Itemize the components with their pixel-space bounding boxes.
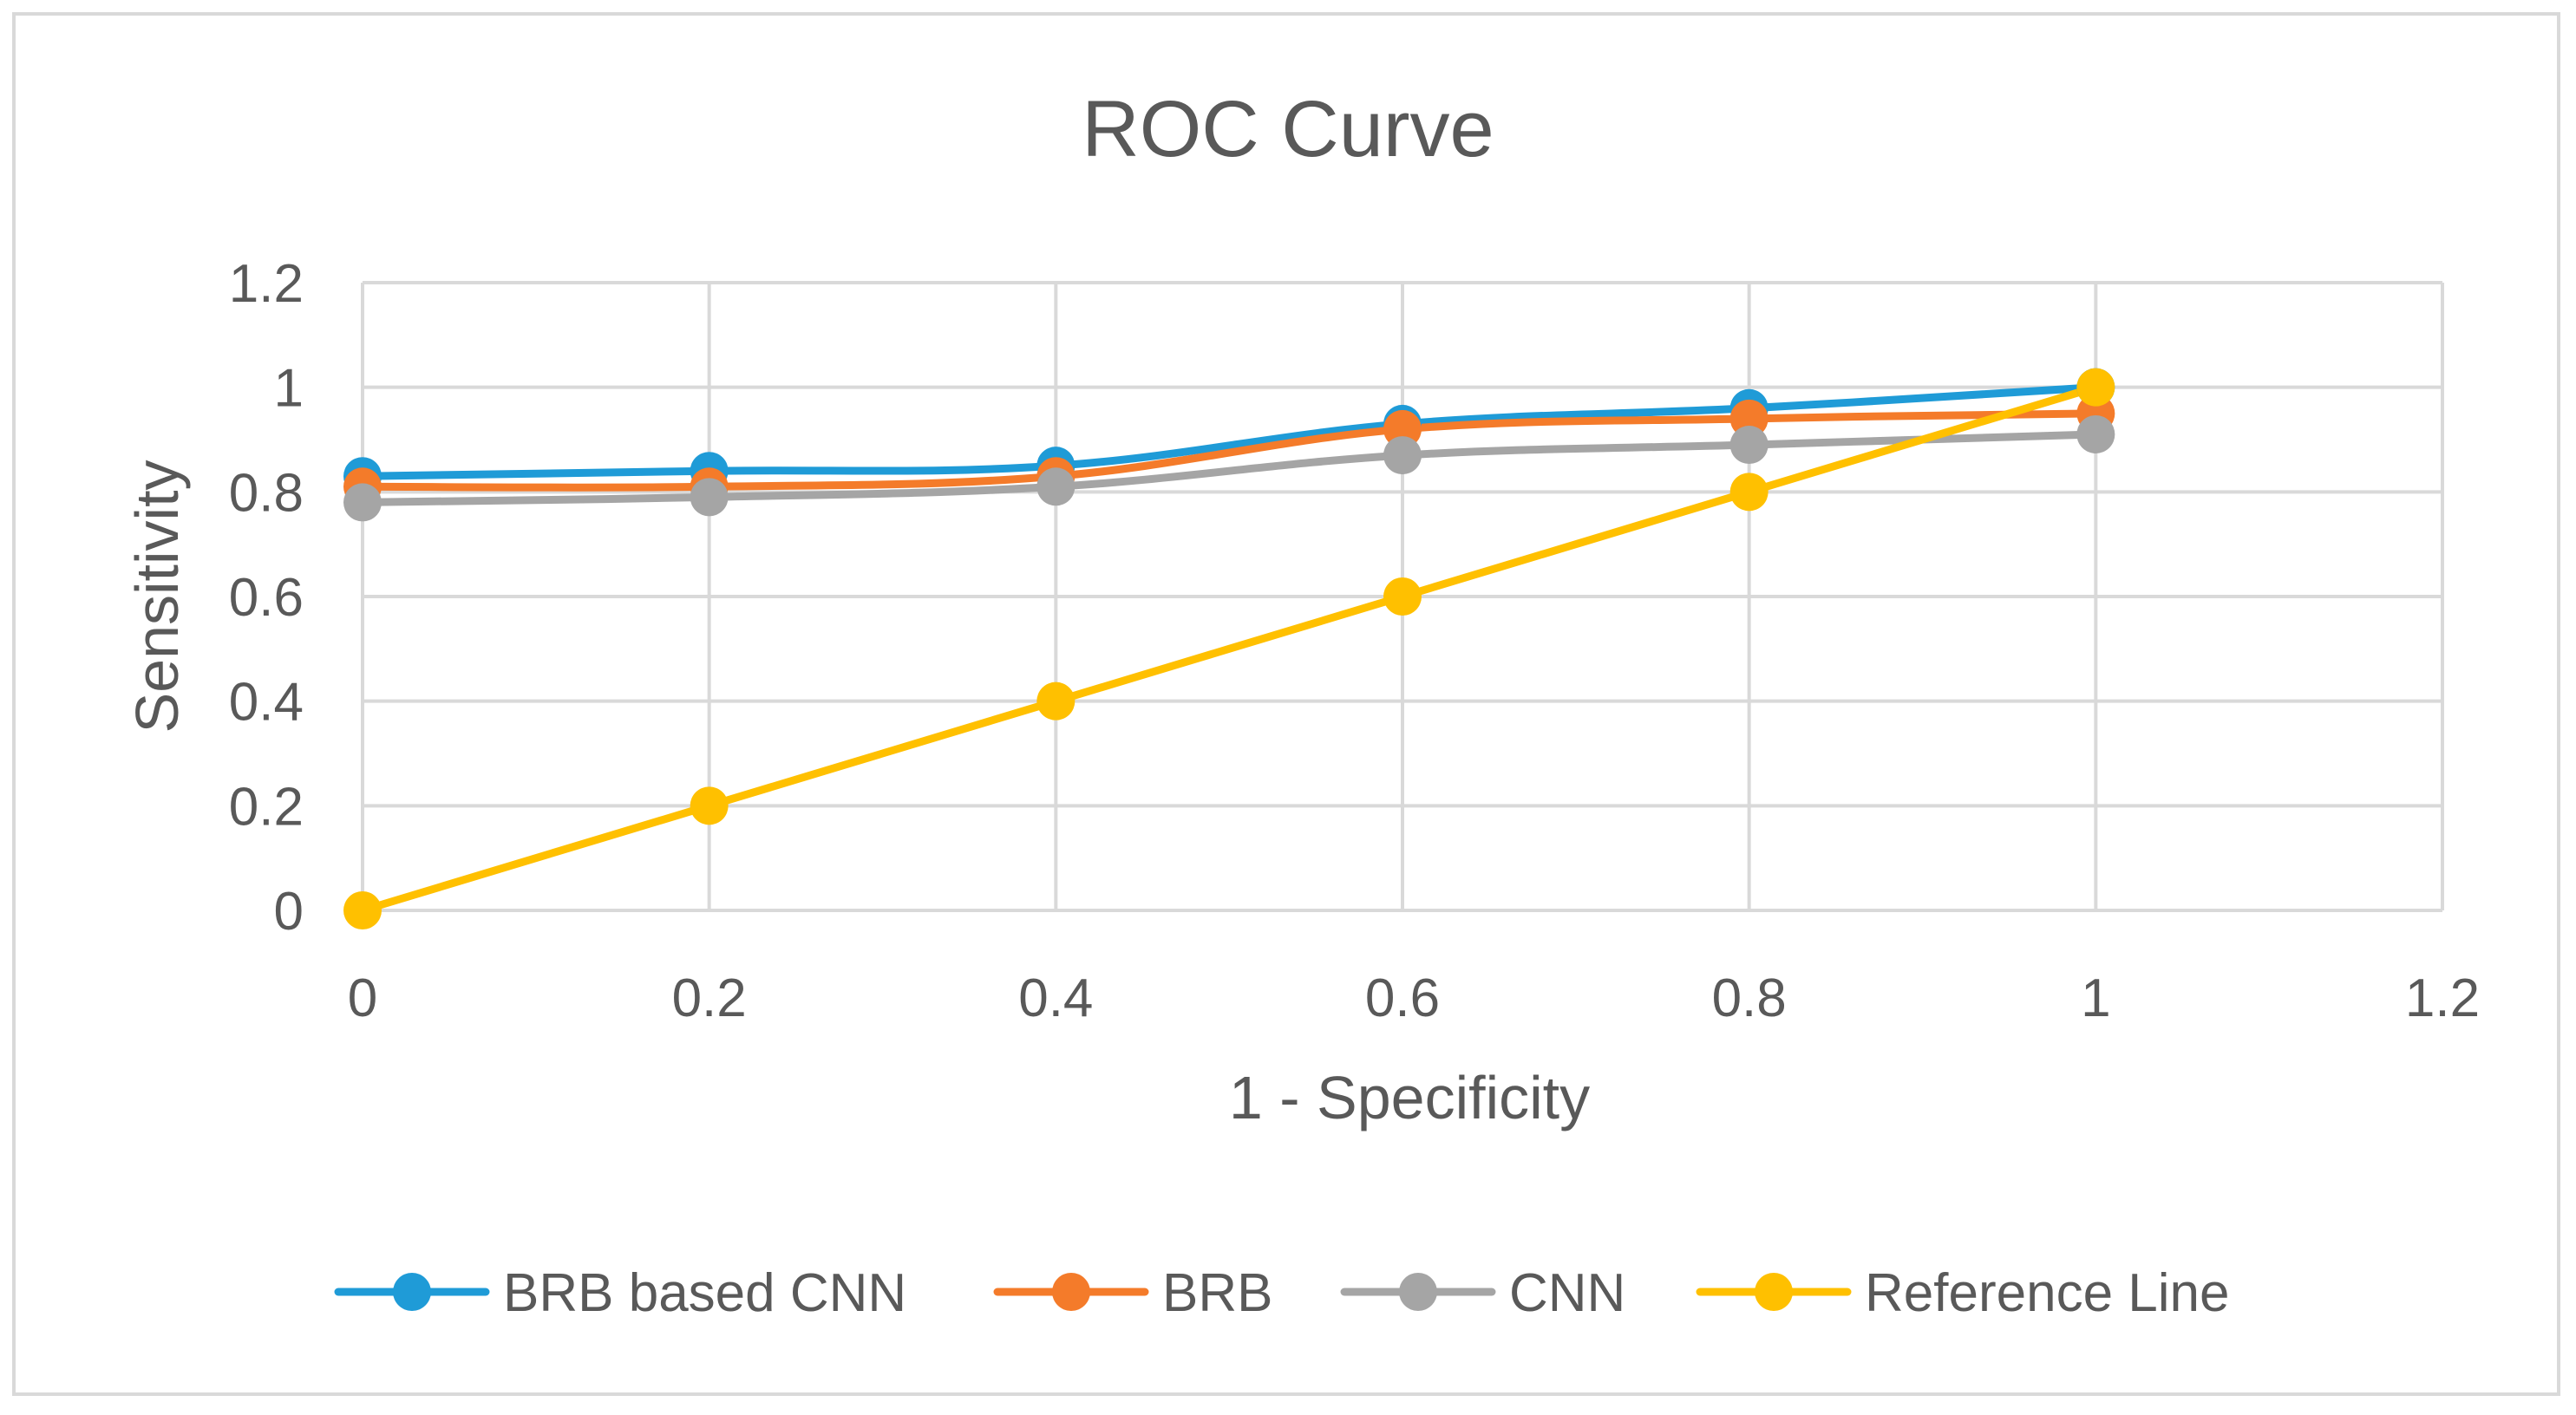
- series-line-brb: [358, 409, 2100, 492]
- y-tick-label: 0.2: [229, 777, 304, 837]
- x-tick-label: 0.8: [1712, 968, 1787, 1028]
- data-point-reference-line: [1036, 681, 1076, 721]
- x-tick-label: 1: [2081, 968, 2110, 1028]
- data-point-reference-line: [2076, 368, 2115, 407]
- data-point-cnn: [343, 483, 382, 522]
- data-point-cnn: [2076, 414, 2115, 453]
- series-line-reference-line: [358, 383, 2100, 915]
- legend-item-brb-based-cnn: BRB based CNN: [334, 1263, 906, 1323]
- legend-label: BRB based CNN: [503, 1263, 906, 1323]
- legend-swatch-marker: [1755, 1273, 1793, 1311]
- legend-label: BRB: [1162, 1263, 1272, 1323]
- series-points: [343, 368, 2115, 929]
- y-tick-label: 0: [274, 882, 304, 942]
- x-tick-label: 0.6: [1365, 968, 1440, 1028]
- y-tick-label: 1.2: [229, 254, 304, 314]
- data-point-cnn: [690, 478, 729, 517]
- legend-item-cnn: CNN: [1340, 1263, 1625, 1323]
- data-point-reference-line: [1729, 473, 1769, 512]
- data-point-reference-line: [343, 891, 382, 929]
- x-tick-label: 1.2: [2405, 968, 2480, 1028]
- legend-swatch-marker: [393, 1273, 431, 1311]
- data-point-cnn: [1383, 436, 1422, 475]
- y-tick-label: 0.8: [229, 463, 304, 523]
- data-point-reference-line: [1383, 577, 1422, 616]
- chart-title: ROC Curve: [1082, 85, 1494, 173]
- legend-item-brb: BRB: [993, 1263, 1272, 1323]
- y-axis-ticks: 0 0.2 0.4 0.6 0.8 1 1.2: [229, 254, 304, 942]
- series-line-cnn: [358, 430, 2100, 506]
- legend: BRB based CNN BRB CNN Reference Line: [334, 1263, 2230, 1323]
- y-tick-label: 0.4: [229, 673, 304, 733]
- legend-label: Reference Line: [1865, 1263, 2230, 1323]
- x-tick-label: 0.4: [1018, 968, 1093, 1028]
- series-lines: [358, 383, 2100, 915]
- y-tick-label: 0.6: [229, 568, 304, 628]
- series-line-brb-based-cnn: [358, 383, 2100, 480]
- data-point-brb: [1383, 409, 1422, 448]
- data-point-cnn: [1036, 467, 1076, 506]
- chart-area: [12, 12, 2560, 1396]
- y-tick-label: 1: [274, 359, 304, 419]
- legend-swatch-marker: [1399, 1273, 1437, 1311]
- data-point-reference-line: [690, 786, 729, 825]
- x-tick-label: 0: [348, 968, 377, 1028]
- data-point-cnn: [1729, 426, 1769, 465]
- legend-label: CNN: [1509, 1263, 1625, 1323]
- data-point-brb: [1729, 399, 1769, 438]
- y-axis-label: Sensitivity: [123, 460, 191, 733]
- legend-swatch-marker: [1052, 1273, 1090, 1311]
- legend-item-reference-line: Reference Line: [1696, 1263, 2230, 1323]
- x-axis-label: 1 - Specificity: [1229, 1064, 1590, 1131]
- x-axis-ticks: 0 0.2 0.4 0.6 0.8 1 1.2: [348, 968, 2480, 1028]
- x-tick-label: 0.2: [672, 968, 747, 1028]
